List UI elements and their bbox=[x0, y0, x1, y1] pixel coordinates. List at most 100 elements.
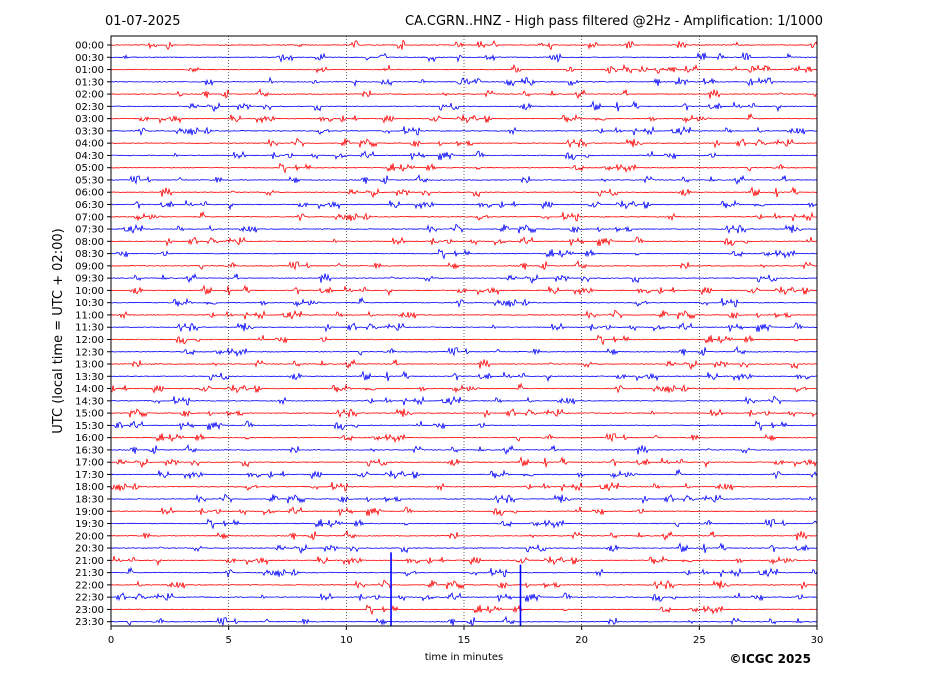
y-tick-label: 16:30 bbox=[75, 445, 104, 456]
x-tick-label: 10 bbox=[340, 635, 353, 646]
y-tick-label: 22:30 bbox=[75, 593, 104, 604]
trace-0000 bbox=[110, 39, 818, 51]
trace-1600 bbox=[110, 432, 818, 443]
y-tick-label: 23:30 bbox=[75, 617, 104, 628]
trace-0300 bbox=[110, 112, 818, 124]
trace-0400 bbox=[110, 137, 818, 149]
y-tick-label: 07:30 bbox=[75, 225, 104, 236]
trace-2000 bbox=[110, 529, 818, 541]
y-axis-label: UTC (local time = UTC + 02:00) bbox=[51, 228, 66, 433]
y-tick-label: 17:30 bbox=[75, 470, 104, 481]
y-tick-label: 06:30 bbox=[75, 200, 104, 211]
trace-1000 bbox=[110, 284, 818, 297]
y-tick-label: 08:30 bbox=[75, 249, 104, 260]
trace-0230 bbox=[110, 100, 818, 113]
y-tick-label: 20:00 bbox=[75, 531, 104, 542]
y-tick-label: 00:00 bbox=[75, 41, 104, 52]
y-tick-label: 02:30 bbox=[75, 102, 104, 113]
date-label: 01-07-2025 bbox=[105, 14, 181, 29]
y-tick-label: 22:00 bbox=[75, 580, 104, 591]
x-tick-label: 15 bbox=[458, 635, 471, 646]
trace-2300 bbox=[110, 604, 818, 616]
trace-1430 bbox=[110, 395, 818, 406]
trace-2230 bbox=[110, 592, 818, 603]
y-tick-label: 01:00 bbox=[75, 65, 104, 76]
y-tick-label: 05:30 bbox=[75, 175, 104, 186]
y-tick-label: 20:30 bbox=[75, 544, 104, 555]
x-axis-label: time in minutes bbox=[425, 652, 504, 663]
y-tick-label: 08:00 bbox=[75, 237, 104, 248]
trace-1930 bbox=[110, 518, 818, 530]
trace-0430 bbox=[110, 150, 818, 161]
trace-0830 bbox=[110, 248, 818, 260]
y-tick-label: 07:00 bbox=[75, 212, 104, 223]
y-tick-label: 23:00 bbox=[75, 605, 104, 616]
y-tick-label: 15:30 bbox=[75, 421, 104, 432]
x-axis-ticks: 0 5 10 15 20 25 30 bbox=[108, 626, 824, 646]
trace-0030 bbox=[110, 51, 818, 64]
y-tick-label: 03:00 bbox=[75, 114, 104, 125]
chart-title: CA.CGRN..HNZ - High pass filtered @2Hz -… bbox=[405, 14, 823, 29]
y-tick-label: 21:00 bbox=[75, 556, 104, 567]
y-tick-label: 02:00 bbox=[75, 90, 104, 101]
y-tick-label: 12:00 bbox=[75, 335, 104, 346]
trace-0530 bbox=[110, 174, 818, 185]
y-tick-label: 06:00 bbox=[75, 188, 104, 199]
y-tick-label: 11:00 bbox=[75, 310, 104, 321]
y-tick-label: 13:00 bbox=[75, 360, 104, 371]
trace-1330 bbox=[110, 370, 818, 383]
y-tick-label: 15:00 bbox=[75, 409, 104, 420]
x-tick-label: 30 bbox=[811, 635, 824, 646]
y-tick-label: 17:00 bbox=[75, 458, 104, 469]
y-tick-label: 03:30 bbox=[75, 126, 104, 137]
y-tick-label: 19:00 bbox=[75, 507, 104, 518]
y-tick-label: 10:00 bbox=[75, 286, 104, 297]
y-tick-label: 12:30 bbox=[75, 347, 104, 358]
trace-1900 bbox=[110, 506, 818, 517]
y-tick-label: 16:00 bbox=[75, 433, 104, 444]
y-tick-label: 19:30 bbox=[75, 519, 104, 530]
trace-2100 bbox=[110, 555, 818, 567]
y-tick-label: 21:30 bbox=[75, 568, 104, 579]
y-tick-label: 10:30 bbox=[75, 298, 104, 309]
plot-frame bbox=[110, 35, 818, 627]
trace-0330 bbox=[110, 125, 818, 137]
trace-1300 bbox=[110, 358, 818, 371]
trace-1530 bbox=[110, 420, 818, 432]
y-tick-label: 01:30 bbox=[75, 77, 104, 88]
trace-1030 bbox=[110, 296, 818, 308]
trace-1230 bbox=[110, 345, 818, 358]
x-tick-label: 25 bbox=[693, 635, 706, 646]
x-tick-label: 0 bbox=[108, 635, 114, 646]
y-tick-label: 05:00 bbox=[75, 163, 104, 174]
y-tick-label: 00:30 bbox=[75, 53, 104, 64]
trace-2130 bbox=[110, 566, 818, 578]
trace-1400 bbox=[110, 382, 818, 394]
vertical-gridlines bbox=[228, 36, 700, 626]
y-tick-label: 18:00 bbox=[75, 482, 104, 493]
x-tick-label: 20 bbox=[575, 635, 588, 646]
y-tick-label: 11:30 bbox=[75, 323, 104, 334]
y-tick-label: 13:30 bbox=[75, 372, 104, 383]
trace-0500 bbox=[110, 162, 818, 174]
y-tick-label: 18:30 bbox=[75, 494, 104, 505]
trace-2030 bbox=[110, 542, 818, 555]
trace-0930 bbox=[110, 273, 818, 285]
trace-2200 bbox=[110, 579, 818, 591]
y-tick-label: 14:00 bbox=[75, 384, 104, 395]
trace-0800 bbox=[110, 236, 818, 247]
y-tick-label: 04:00 bbox=[75, 139, 104, 150]
trace-0900 bbox=[110, 259, 818, 271]
copyright-label: ©ICGC 2025 bbox=[729, 652, 811, 666]
y-tick-label: 04:30 bbox=[75, 151, 104, 162]
y-tick-label: 14:30 bbox=[75, 396, 104, 407]
trace-1500 bbox=[110, 408, 818, 419]
y-tick-label: 09:00 bbox=[75, 261, 104, 272]
trace-1100 bbox=[110, 309, 818, 320]
trace-1630 bbox=[110, 443, 818, 455]
trace-1800 bbox=[110, 481, 818, 492]
y-tick-label: 09:30 bbox=[75, 274, 104, 285]
x-tick-label: 5 bbox=[225, 635, 231, 646]
